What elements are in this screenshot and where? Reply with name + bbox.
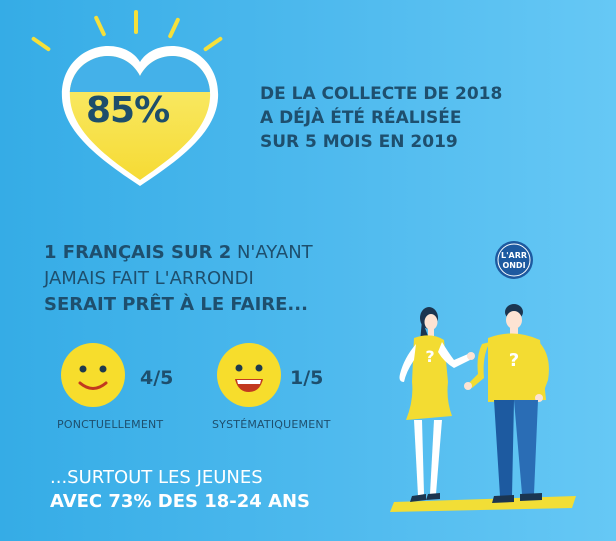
svg-text:?: ? [509,350,519,371]
people-illustration: ? ? [390,304,576,512]
grin-icon [217,343,281,407]
headline: DE LA COLLECTE DE 2018 A DÉJÀ ÉTÉ RÉALIS… [260,82,502,154]
stat-line-3-bold: SERAIT PRÊT À LE FAIRE... [44,294,308,315]
answer-fraction-2: 1/5 [290,367,324,389]
stat-paragraph: 1 FRANÇAIS SUR 2 N'AYANT JAMAIS FAIT L'A… [44,240,313,318]
smile-icon [61,343,125,407]
logo-line-1: L'ARR [501,251,527,260]
stat-line-2: JAMAIS FAIT L'ARRONDI [44,268,254,289]
youth-line-2: AVEC 73% DES 18-24 ANS [50,491,311,512]
heart-icon [61,46,219,186]
logo-line-2: ONDI [502,261,525,270]
headline-line-1: DE LA COLLECTE DE 2018 [260,84,503,104]
woman-figure: ? [399,307,475,502]
headline-line-2: A DÉJÀ ÉTÉ RÉALISÉE [260,108,462,128]
svg-text:?: ? [425,347,434,366]
headline-line-3: SUR 5 MOIS EN 2019 [260,132,458,152]
man-figure: ? [464,304,549,503]
answer-fraction-1: 4/5 [140,367,174,389]
youth-line-1: ...SURTOUT LES JEUNES [50,467,263,488]
heart-percent: 85% [86,90,170,131]
youth-statement: ...SURTOUT LES JEUNES AVEC 73% DES 18-24… [50,466,310,514]
answer-caption-1: PONCTUELLEMENT [57,418,164,431]
answer-caption-2: SYSTÉMATIQUEMENT [212,418,331,431]
stat-line-1-bold: 1 FRANÇAIS SUR 2 [44,242,232,263]
arrondi-logo: L'ARR ONDI [495,241,533,279]
stat-line-1-rest: N'AYANT [231,242,313,263]
